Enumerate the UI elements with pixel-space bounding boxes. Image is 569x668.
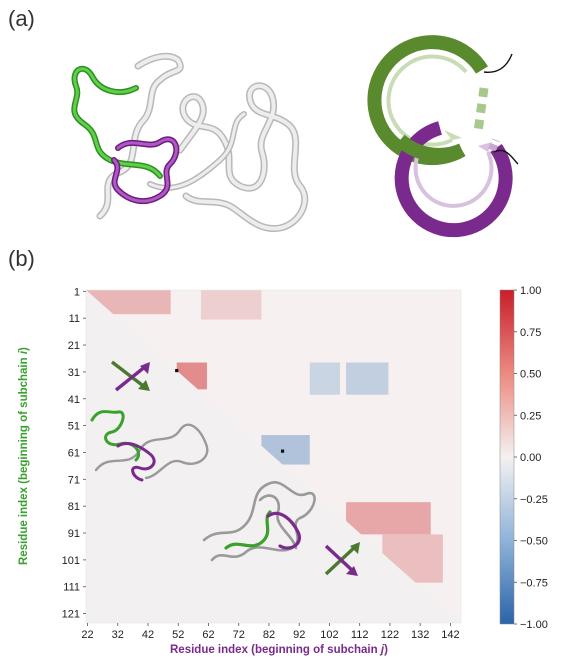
heatmap-cell-region	[200, 290, 262, 320]
colorbar-gradient	[499, 289, 515, 625]
y-axis-title-suffix: )	[18, 347, 30, 351]
y-tick-label: 121	[62, 609, 80, 621]
panel-label-b: (b)	[8, 246, 35, 271]
colorbar-tick-label: −0.25	[520, 494, 548, 506]
x-tick-label: 122	[381, 629, 399, 640]
y-tick-label: 101	[62, 555, 80, 567]
colorbar-tick-label: −1.00	[520, 619, 548, 631]
panel-label-a: (a)	[8, 6, 35, 31]
y-tick-label: 81	[68, 501, 80, 513]
correlation-heatmap: 22 32 42 52 62 72 82 92 102 112 122 132 142 11121314…	[62, 285, 548, 640]
colorbar-tick-label: 1.00	[520, 285, 541, 297]
colorbar-tick-label: 0.00	[520, 452, 541, 464]
x-tick-label: 32	[112, 629, 124, 640]
y-tick-label: 21	[68, 340, 80, 352]
lower-triangle-region	[86, 290, 461, 623]
inset-structure-lower	[202, 481, 316, 562]
colorbar-tick-label: 0.75	[520, 327, 541, 339]
colorbar-ticks: 1.00 0.75 0.50 0.25 0.00 −0.25 −0.50 −0.75 −1.00	[514, 285, 548, 631]
x-tick-label: 22	[81, 629, 93, 640]
heatmap-cell-region	[346, 362, 389, 395]
y-tick-label: 41	[68, 394, 80, 406]
x-axis-title-suffix: )	[384, 644, 388, 656]
colorbar-tick-label: −0.75	[520, 577, 548, 589]
linked-loops-schematic	[367, 35, 519, 238]
inset-structure-upper	[90, 410, 209, 482]
heatmap-cell-region	[309, 362, 341, 395]
y-tick-label: 31	[68, 367, 80, 379]
y-axis-title-prefix: Residue index (beginning of subchain	[18, 354, 30, 565]
y-tick-label: 51	[68, 421, 80, 433]
x-tick-label: 42	[142, 629, 154, 640]
y-tick-label: 111	[63, 582, 80, 594]
plot-frame	[85, 289, 462, 624]
crossing-arrows-lower-icon	[324, 542, 360, 576]
crossing-arrows-upper-icon	[110, 360, 150, 392]
heatmap-marker	[175, 368, 179, 373]
x-axis-title-prefix: Residue index (beginning of subchain	[170, 644, 381, 656]
y-axis-title-var: i	[18, 350, 30, 355]
x-tick-label: 82	[263, 629, 275, 640]
y-tick-label: 91	[68, 528, 80, 540]
x-tick-label: 72	[233, 629, 245, 640]
lower-triangle-mask	[85, 289, 462, 624]
x-tick-label: 132	[411, 629, 429, 640]
colorbar	[499, 289, 515, 625]
x-axis-ticks: 22 32 42 52 62 72 82 92 102 112 122 132 142	[81, 623, 460, 640]
x-tick-label: 112	[351, 629, 369, 640]
heatmap-cell-region	[346, 502, 431, 535]
heatmap-markers	[175, 368, 285, 453]
x-tick-label: 92	[293, 629, 305, 640]
y-tick-label: 11	[69, 313, 80, 325]
x-axis-title-var: j	[380, 644, 385, 656]
colorbar-tick-label: −0.50	[520, 536, 548, 548]
y-tick-label: 71	[68, 474, 80, 486]
x-tick-label: 52	[172, 629, 184, 640]
x-tick-label: 142	[441, 629, 459, 640]
protein-structure	[71, 52, 309, 233]
panel-a-illustration	[71, 35, 519, 238]
y-tick-label: 1	[74, 286, 80, 298]
y-tick-label: 61	[68, 447, 80, 459]
colorbar-tick-label: 0.50	[520, 369, 541, 381]
colorbar-tick-label: 0.25	[520, 410, 541, 422]
y-axis-title: Residue index (beginning of subchain i)	[18, 347, 30, 565]
x-axis-title: Residue index (beginning of subchain j)	[170, 644, 388, 656]
x-tick-label: 102	[320, 629, 338, 640]
heatmap-marker	[280, 449, 285, 453]
x-tick-label: 62	[202, 629, 214, 640]
